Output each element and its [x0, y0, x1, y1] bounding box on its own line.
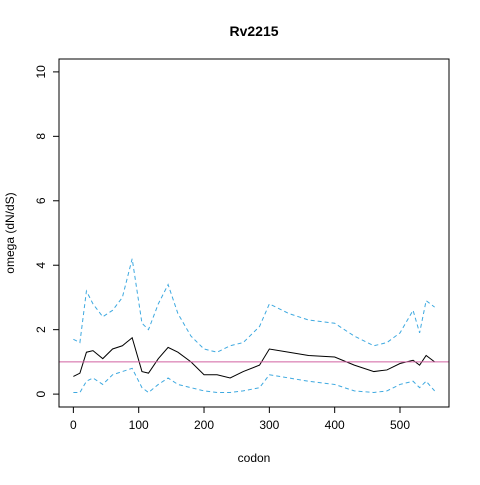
- y-tick-label: 0: [34, 390, 48, 397]
- series-line: [73, 367, 436, 394]
- y-tick-label: 4: [34, 262, 48, 269]
- plot-frame: [58, 58, 450, 408]
- y-tick-label: 10: [34, 65, 48, 79]
- chart-title: Rv2215: [229, 23, 278, 39]
- x-tick-label: 300: [259, 418, 279, 432]
- y-tick-label: 6: [34, 197, 48, 204]
- series-line: [73, 258, 435, 353]
- y-tick-label: 2: [34, 326, 48, 333]
- y-tick-label: 8: [34, 133, 48, 140]
- x-tick-label: 200: [194, 418, 214, 432]
- x-axis-label: codon: [238, 451, 271, 465]
- x-tick-label: 500: [390, 418, 410, 432]
- y-axis-label: omega (dN/dS): [3, 192, 17, 273]
- x-tick-label: 0: [70, 418, 77, 432]
- x-tick-label: 400: [325, 418, 345, 432]
- x-tick-label: 100: [129, 418, 149, 432]
- series-line: [73, 336, 435, 379]
